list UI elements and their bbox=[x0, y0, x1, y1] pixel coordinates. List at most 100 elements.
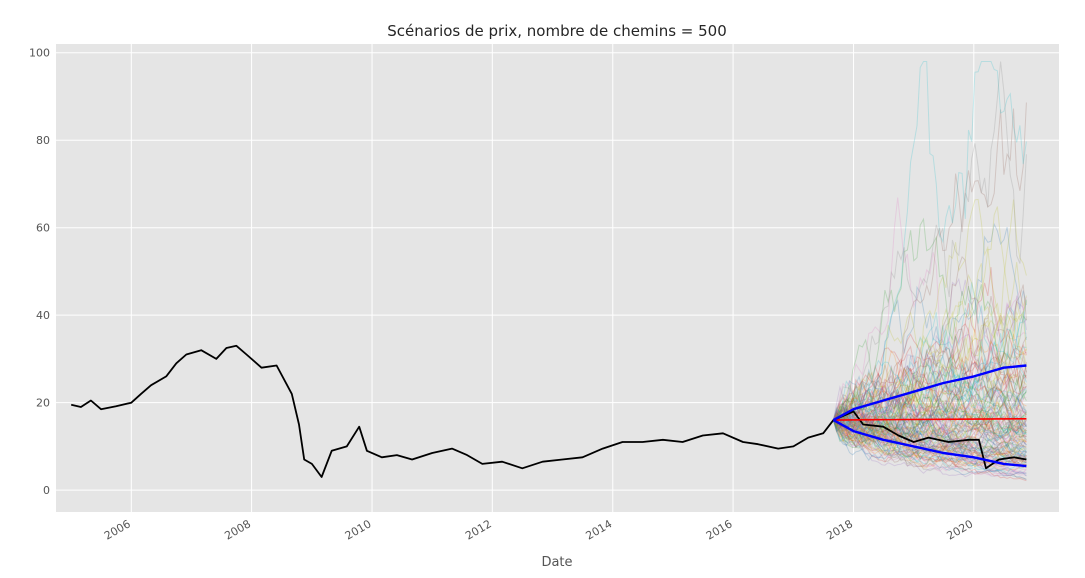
simulated-path bbox=[833, 408, 1027, 467]
simulated-path bbox=[833, 396, 1027, 451]
simulated-path bbox=[832, 351, 1027, 422]
simulated-path bbox=[832, 397, 1027, 441]
x-axis-ticks: 2006 2008 2010 2012 2014 2016 2018 2020 bbox=[102, 517, 975, 542]
y-tick-label: 40 bbox=[36, 309, 50, 322]
simulated-path bbox=[833, 359, 1027, 453]
simulated-path bbox=[833, 402, 1027, 445]
simulated-path bbox=[832, 300, 1027, 444]
simulated-path bbox=[833, 416, 1027, 467]
simulated-path bbox=[832, 407, 1027, 467]
x-tick-label: 2006 bbox=[102, 517, 133, 542]
simulated-path bbox=[833, 385, 1027, 442]
simulated-path bbox=[832, 415, 1027, 476]
x-tick-label: 2012 bbox=[463, 517, 494, 542]
simulated-path bbox=[832, 419, 1027, 478]
simulated-path bbox=[833, 222, 1027, 441]
simulated-path bbox=[832, 373, 1027, 446]
simulated-path bbox=[832, 411, 1027, 472]
simulated-path bbox=[833, 361, 1027, 438]
y-tick-label: 20 bbox=[36, 397, 50, 410]
simulated-path bbox=[833, 364, 1027, 425]
simulated-path bbox=[833, 206, 1027, 434]
simulated-path bbox=[833, 416, 1027, 461]
simulated-path bbox=[832, 419, 1027, 460]
simulated-path bbox=[833, 356, 1027, 424]
simulated-path bbox=[833, 419, 1027, 458]
x-tick-label: 2018 bbox=[824, 517, 855, 542]
simulated-path bbox=[833, 332, 1027, 435]
simulated-path bbox=[832, 311, 1027, 436]
y-tick-label: 80 bbox=[36, 134, 50, 147]
simulated-path bbox=[832, 329, 1027, 429]
simulated-path bbox=[832, 197, 1027, 421]
simulated-path bbox=[832, 396, 1027, 482]
simulated-path bbox=[833, 389, 1027, 433]
simulated-path bbox=[832, 385, 1027, 461]
simulated-path bbox=[832, 413, 1027, 456]
simulated-path bbox=[833, 385, 1027, 440]
upper-quantile-line bbox=[832, 364, 1027, 422]
simulated-path bbox=[832, 333, 1027, 423]
simulated-path bbox=[833, 405, 1027, 447]
simulated-path bbox=[833, 403, 1027, 463]
simulated-path bbox=[833, 261, 1027, 425]
simulated-path bbox=[832, 392, 1027, 457]
x-tick-label: 2010 bbox=[343, 517, 374, 542]
simulated-path bbox=[832, 406, 1027, 477]
y-tick-label: 0 bbox=[43, 484, 50, 497]
simulated-path bbox=[833, 354, 1027, 432]
simulated-path bbox=[833, 349, 1027, 440]
simulated-path bbox=[832, 419, 1027, 477]
simulated-path bbox=[833, 397, 1027, 447]
simulated-path bbox=[832, 410, 1027, 457]
simulated-path bbox=[832, 255, 1027, 421]
simulated-path bbox=[832, 410, 1027, 476]
simulated-path bbox=[832, 349, 1027, 426]
lower-quantile-line bbox=[832, 419, 1027, 468]
simulated-path bbox=[832, 419, 1027, 480]
simulated-path bbox=[833, 408, 1027, 444]
x-tick-label: 2008 bbox=[222, 517, 253, 542]
grid bbox=[56, 44, 1059, 512]
y-tick-label: 100 bbox=[29, 47, 50, 60]
plot-background bbox=[56, 44, 1059, 512]
simulated-path bbox=[833, 61, 1027, 424]
simulated-path bbox=[833, 400, 1027, 446]
simulated-path bbox=[833, 299, 1027, 446]
x-tick-label: 2020 bbox=[945, 517, 976, 542]
simulated-path bbox=[832, 102, 1027, 428]
simulated-path bbox=[832, 410, 1027, 468]
simulated-path bbox=[832, 61, 1027, 421]
simulated-path bbox=[833, 350, 1027, 443]
simulated-path bbox=[832, 412, 1027, 451]
simulated-path bbox=[833, 417, 1027, 473]
simulated-path bbox=[833, 373, 1027, 452]
simulated-path bbox=[833, 296, 1027, 421]
series-lines bbox=[71, 344, 1027, 478]
simulated-path bbox=[833, 395, 1027, 436]
simulated-path bbox=[833, 282, 1027, 428]
simulated-path bbox=[833, 388, 1027, 454]
simulated-path bbox=[832, 419, 1027, 462]
simulated-path bbox=[832, 371, 1027, 444]
chart-title: Scénarios de prix, nombre de chemins = 5… bbox=[387, 22, 727, 40]
simulated-path bbox=[833, 295, 1027, 439]
simulated-path bbox=[833, 393, 1027, 470]
historical-price-line bbox=[71, 344, 1027, 478]
simulated-path bbox=[832, 409, 1027, 466]
simulated-path bbox=[833, 412, 1027, 443]
simulated-path bbox=[833, 394, 1027, 457]
simulated-path bbox=[832, 379, 1027, 453]
simulated-path bbox=[832, 412, 1027, 463]
x-tick-label: 2016 bbox=[704, 517, 735, 542]
simulated-path bbox=[832, 372, 1027, 437]
mean-path-line bbox=[833, 418, 1027, 421]
simulated-path bbox=[832, 419, 1027, 459]
simulated-path bbox=[833, 336, 1027, 441]
simulated-path bbox=[832, 217, 1027, 428]
simulated-path bbox=[833, 393, 1027, 442]
simulated-path bbox=[832, 267, 1027, 421]
simulated-path bbox=[832, 413, 1027, 465]
